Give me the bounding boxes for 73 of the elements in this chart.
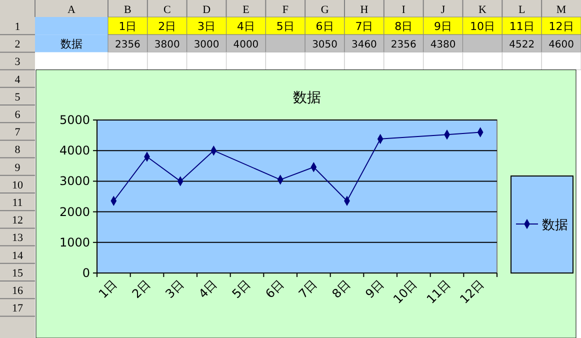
x-tick-label: 6日: [262, 277, 286, 302]
category-label: 6日: [316, 20, 334, 33]
text: 16: [12, 285, 24, 297]
y-tick-label: 0: [82, 266, 90, 280]
category-label: 9日: [434, 20, 452, 33]
text: 3050: [312, 40, 338, 51]
category-label: 5日: [276, 20, 294, 33]
legend-label: 数据: [542, 218, 568, 233]
text: 17: [12, 302, 24, 315]
y-tick-label: 2000: [59, 204, 90, 219]
text: 2: [14, 38, 20, 51]
y-tick-label: 4000: [59, 144, 90, 158]
text: 8: [14, 144, 21, 156]
text: 3800: [154, 40, 180, 51]
text: 13: [12, 232, 24, 244]
category-label: 3日: [198, 20, 216, 33]
x-tick-label: 4日: [196, 277, 220, 302]
text: 4522: [509, 40, 535, 51]
text: 5: [14, 91, 21, 104]
category-label: 7日: [355, 20, 374, 33]
text: J: [440, 4, 446, 16]
text: E: [242, 4, 250, 16]
text: H: [360, 4, 368, 16]
text: A: [68, 4, 76, 16]
text: C: [163, 4, 171, 16]
text: 4600: [548, 40, 574, 51]
text: 9: [14, 162, 21, 174]
text: G: [320, 4, 329, 16]
y-tick-label: 5000: [59, 113, 90, 127]
category-label: 10日: [470, 20, 495, 33]
text: 6: [14, 109, 21, 121]
text: 3460: [351, 40, 377, 51]
text: F: [282, 4, 288, 16]
x-tick-label: 7日: [296, 277, 320, 302]
category-label: 8日: [394, 20, 413, 33]
y-tick-label: 1000: [59, 235, 90, 250]
text: 11: [12, 197, 23, 209]
text: 7: [14, 126, 21, 139]
text: 14: [12, 250, 24, 262]
text: 10: [12, 179, 24, 192]
category-label: 1日: [118, 20, 137, 33]
text: 4380: [430, 40, 456, 51]
text: M: [556, 4, 566, 16]
text: 3000: [194, 40, 220, 51]
x-tick-label: 11日: [424, 277, 454, 306]
text: 数据: [60, 38, 82, 51]
text: 2356: [390, 40, 416, 51]
chart-title: 数据: [293, 90, 321, 106]
text: B: [124, 4, 132, 16]
x-tick-label: 2日: [129, 277, 154, 302]
x-tick-label: 1日: [96, 277, 120, 302]
category-label: 11日: [509, 20, 534, 33]
text: K: [478, 4, 486, 16]
x-tick-label: 10日: [390, 277, 420, 306]
text: I: [402, 4, 406, 16]
text: 3: [14, 56, 21, 68]
x-tick-label: 9日: [362, 277, 386, 302]
x-tick-label: 3日: [162, 277, 186, 302]
text: L: [518, 4, 526, 16]
category-label: 2日: [158, 20, 176, 33]
text: 4000: [233, 40, 259, 51]
text: 12: [12, 214, 23, 227]
text: D: [202, 4, 211, 16]
text: 15: [12, 267, 24, 280]
text: 1: [14, 21, 20, 33]
y-tick-label: 3000: [59, 174, 90, 188]
x-tick-label: 12日: [457, 277, 486, 306]
text: 4: [14, 74, 21, 86]
category-label: 12日: [548, 20, 574, 33]
x-tick-label: 8日: [329, 277, 354, 302]
text: 2356: [114, 40, 140, 51]
category-label: 4日: [236, 20, 255, 33]
x-tick-label: 5日: [229, 277, 254, 302]
